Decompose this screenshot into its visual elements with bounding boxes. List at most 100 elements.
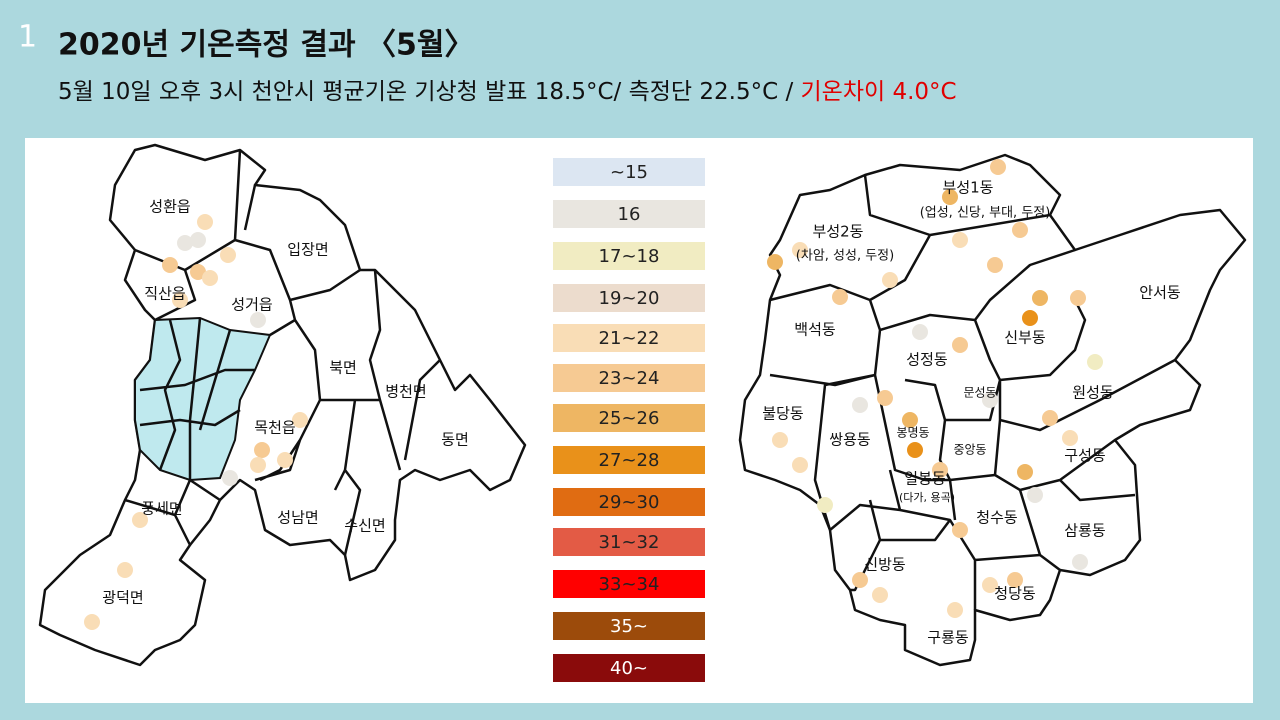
left-map	[38, 143, 527, 667]
region-label: 신방동	[864, 556, 906, 574]
temperature-dot	[1022, 310, 1038, 326]
slide-number: 1	[18, 20, 37, 55]
temperature-dot	[222, 470, 238, 486]
temperature-dot	[772, 432, 788, 448]
region-label: 성환읍	[149, 198, 190, 216]
region-label: 원성동	[1072, 384, 1114, 402]
temperature-dot	[220, 247, 236, 263]
legend-swatch	[553, 364, 705, 392]
temperature-dot	[1072, 554, 1088, 570]
temperature-dot	[190, 232, 206, 248]
legend-label: 19~20	[599, 288, 660, 309]
region-label: 불당동	[762, 405, 804, 423]
legend: ~15 16 17~18 19~20 21~22 23~24 25~26 27~28 29~30…	[553, 158, 705, 682]
temperature-dot	[1062, 430, 1078, 446]
temperature-dot	[990, 159, 1006, 175]
boundary	[139, 317, 255, 480]
temperature-dot	[132, 512, 148, 528]
temperature-dot	[987, 257, 1003, 273]
region-label: 백석동	[794, 321, 836, 339]
temperature-dot	[947, 602, 963, 618]
region-label: 광덕면	[102, 589, 143, 607]
subtitle-main: 5월 10일 오후 3시 천안시 평균기온 기상청 발표 18.5°C/ 측정단…	[58, 79, 801, 105]
legend-label: ~15	[610, 162, 648, 183]
temperature-dot	[250, 457, 266, 473]
legend-swatch	[553, 324, 705, 352]
region-label: 중앙동	[953, 443, 986, 457]
temperature-dot	[254, 442, 270, 458]
temperature-dot	[84, 614, 100, 630]
temperature-dot	[172, 292, 188, 308]
region-label: (업성, 신당, 부대, 두정)	[920, 206, 1051, 221]
region-label: 안서동	[1139, 284, 1181, 302]
legend-label: 25~26	[599, 408, 660, 429]
region-label: 청당동	[994, 585, 1036, 603]
right-map	[738, 153, 1247, 667]
temperature-dot	[882, 272, 898, 288]
subtitle-highlight: 기온차이 4.0°C	[801, 79, 957, 105]
temperature-dot	[852, 397, 868, 413]
temperature-dot	[982, 392, 998, 408]
region-label: 북면	[329, 359, 357, 377]
temperature-dot	[1027, 487, 1043, 503]
temperature-dot	[792, 457, 808, 473]
temperature-dot	[1007, 572, 1023, 588]
region-label: 신부동	[1004, 329, 1046, 347]
legend-label: 23~24	[599, 368, 660, 389]
temperature-dot	[250, 312, 266, 328]
temperature-dot	[902, 412, 918, 428]
temperature-dot	[817, 497, 833, 513]
region-label: 일봉동	[904, 470, 946, 488]
legend-label: 16	[618, 204, 641, 225]
temperature-dot	[952, 337, 968, 353]
region-label: 봉명동	[896, 426, 929, 440]
temperature-dot	[912, 324, 928, 340]
region-label: 성거읍	[231, 296, 272, 314]
legend-swatch	[553, 242, 705, 270]
legend-label: 17~18	[599, 246, 660, 267]
temperature-dot	[162, 257, 178, 273]
legend-label: 31~32	[599, 532, 660, 553]
temperature-dot	[932, 462, 948, 478]
temperature-dot	[852, 572, 868, 588]
temperature-dot	[792, 242, 808, 258]
temperature-dot	[1012, 222, 1028, 238]
temperature-dot	[832, 289, 848, 305]
region-label: 쌍용동	[829, 431, 871, 449]
region-label: 목천읍	[254, 419, 295, 437]
region-label: 동면	[441, 431, 469, 449]
legend-swatch	[553, 654, 705, 682]
region-label: 성정동	[906, 351, 948, 369]
legend-label: 33~34	[599, 574, 660, 595]
temperature-dot	[292, 412, 308, 428]
legend-swatch	[553, 612, 705, 640]
temperature-dot	[767, 254, 783, 270]
subtitle: 5월 10일 오후 3시 천안시 평균기온 기상청 발표 18.5°C/ 측정단…	[58, 79, 957, 105]
temperature-dot	[877, 390, 893, 406]
region-label: 입장면	[287, 241, 328, 259]
temperature-dot	[202, 270, 218, 286]
region-label: (차암, 성성, 두정)	[796, 249, 894, 264]
temperature-dot	[197, 214, 213, 230]
temperature-dots	[84, 159, 1103, 630]
temperature-dot	[952, 522, 968, 538]
temperature-dot	[1070, 290, 1086, 306]
region-label: 구성동	[1064, 447, 1106, 465]
boundary	[124, 149, 441, 556]
legend-swatch	[553, 200, 705, 228]
urban-area	[134, 316, 272, 482]
legend-label: 40~	[610, 658, 648, 679]
temperature-dot	[117, 562, 133, 578]
region-label: 청수동	[976, 509, 1018, 527]
legend-swatch	[553, 528, 705, 556]
legend-swatch	[553, 570, 705, 598]
temperature-dot	[907, 442, 923, 458]
temperature-dot	[872, 587, 888, 603]
region-label: 수신면	[344, 517, 385, 535]
legend-label: 35~	[610, 616, 648, 637]
region-outline	[38, 143, 527, 667]
region-label: 풍세면	[141, 500, 182, 518]
legend-swatch	[553, 158, 705, 186]
temperature-dot	[277, 452, 293, 468]
